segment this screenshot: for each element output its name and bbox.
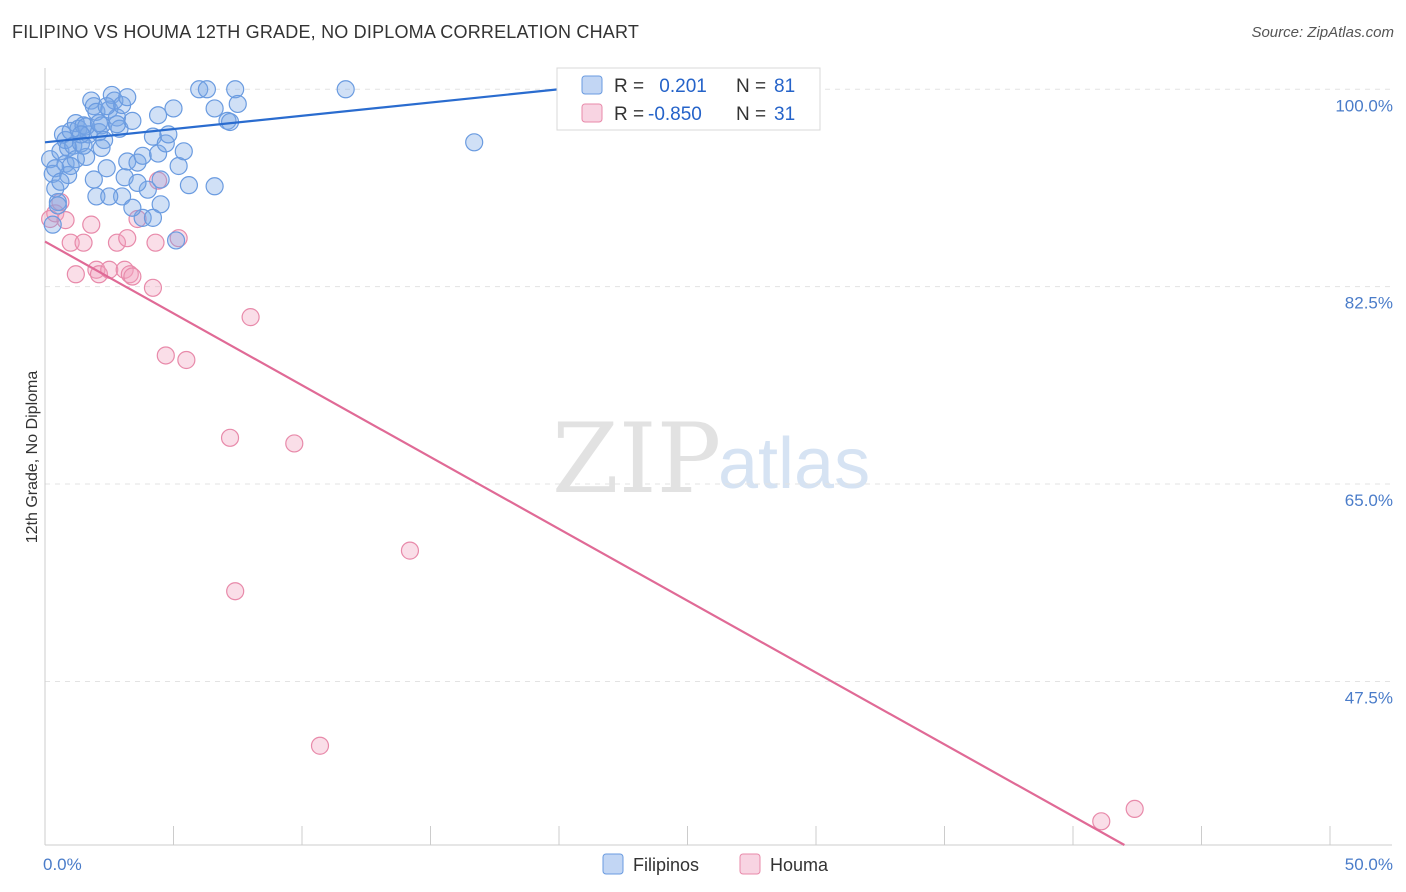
houma-point	[66, 265, 85, 284]
houma-point	[1092, 812, 1111, 831]
y-tick-label: 65.0%	[1345, 491, 1393, 510]
y-axis-label: 12th Grade, No Diploma	[24, 371, 41, 544]
filipinos-point	[112, 187, 132, 206]
houma-point	[74, 233, 93, 252]
y-tick-label: 100.0%	[1335, 96, 1393, 115]
filipinos-point	[138, 180, 157, 199]
filipinos-point	[107, 115, 127, 134]
filipinos-point	[465, 133, 484, 152]
watermark-atlas: atlas	[718, 424, 870, 504]
legend-r-label: R =	[614, 76, 644, 97]
filipinos-point	[228, 94, 247, 114]
filipinos-point	[100, 187, 119, 206]
houma-point	[1125, 799, 1144, 819]
filipinos-point	[97, 159, 116, 178]
houma-point	[177, 350, 196, 370]
filipinos-point	[205, 99, 224, 118]
gridlines	[45, 88, 1390, 682]
filipinos-point	[151, 170, 170, 189]
houma-point	[226, 582, 245, 601]
filipinos-point	[97, 97, 116, 116]
legend-n-value: 81	[774, 76, 795, 97]
chart-title: FILIPINO VS HOUMA 12TH GRADE, NO DIPLOMA…	[12, 22, 640, 42]
houma-point	[143, 278, 163, 297]
houma-point	[146, 233, 165, 252]
x-tick-label: 50.0%	[1345, 855, 1393, 874]
legend-item-houma-swatch	[739, 853, 761, 875]
data-points	[41, 80, 1144, 831]
legend-swatch-filipinos	[581, 75, 603, 95]
filipinos-point	[84, 170, 103, 189]
filipinos-point	[205, 177, 224, 196]
correlation-legend: R = 0.201 N = 81 R = -0.850 N = 31	[556, 67, 821, 131]
houma-point	[107, 233, 127, 252]
filipinos-point	[133, 146, 152, 165]
filipinos-point	[143, 208, 163, 227]
source-label: Source: ZipAtlas.com	[1251, 24, 1394, 41]
watermark-zip: ZIP	[552, 403, 721, 515]
legend-item-houma: Houma	[770, 855, 829, 875]
filipinos-point	[123, 198, 142, 217]
filipinos-point	[190, 80, 209, 99]
filipinos-point	[61, 156, 80, 176]
legend-item-filipinos: Filipinos	[633, 855, 699, 875]
filipinos-point	[148, 106, 168, 125]
filipinos-point	[48, 196, 67, 215]
filipinos-point	[123, 111, 142, 130]
filipinos-point	[197, 80, 217, 99]
houma-point	[61, 233, 80, 252]
houma-point	[156, 346, 175, 365]
series-legend: Filipinos Houma	[602, 853, 829, 875]
houma-point	[118, 229, 137, 248]
filipinos-point	[46, 159, 65, 178]
houma-point	[241, 308, 260, 327]
houma-point	[120, 265, 139, 284]
filipinos-trend-line	[44, 88, 560, 144]
y-tick-label: 82.5%	[1345, 294, 1393, 313]
filipinos-point	[92, 116, 111, 135]
x-tick-label: 0.0%	[43, 855, 82, 874]
filipinos-point	[226, 80, 245, 99]
filipinos-point	[151, 195, 170, 214]
filipinos-point	[164, 99, 183, 118]
axes: 100.0% 82.5% 65.0% 47.5% 0.0% 50.0%	[43, 68, 1393, 874]
filipinos-point	[128, 173, 147, 192]
y-tick-label: 47.5%	[1345, 688, 1393, 707]
filipinos-point	[148, 144, 168, 163]
filipinos-point	[118, 88, 137, 107]
legend-r-label: R =	[614, 104, 644, 125]
filipinos-point	[51, 172, 70, 191]
trend-lines	[44, 88, 1125, 846]
filipinos-point	[336, 80, 355, 99]
houma-point	[100, 260, 119, 279]
legend-n-label: N =	[736, 76, 766, 97]
filipinos-point	[89, 114, 109, 133]
houma-point	[310, 736, 330, 755]
legend-n-label: N =	[736, 104, 766, 125]
houma-point	[169, 229, 188, 248]
legend-r-value: 0.201	[654, 76, 707, 97]
legend-box	[556, 67, 821, 131]
filipinos-point	[71, 125, 91, 144]
legend-n-value: 31	[774, 104, 795, 125]
filipinos-point	[166, 231, 186, 250]
houma-trend-line	[44, 240, 1125, 846]
houma-point	[400, 541, 420, 560]
filipinos-point	[74, 136, 93, 155]
filipinos-point	[92, 138, 111, 158]
filipinos-point	[174, 142, 193, 161]
legend-r-value: -0.850	[648, 104, 702, 125]
legend-swatch-houma	[581, 103, 603, 123]
houma-point	[82, 215, 101, 234]
houma-point	[285, 434, 304, 453]
houma-point	[220, 428, 240, 447]
filipinos-point	[179, 176, 199, 195]
legend-item-filipinos-swatch	[602, 853, 624, 875]
filipinos-point	[43, 215, 62, 234]
houma-point	[123, 267, 142, 286]
